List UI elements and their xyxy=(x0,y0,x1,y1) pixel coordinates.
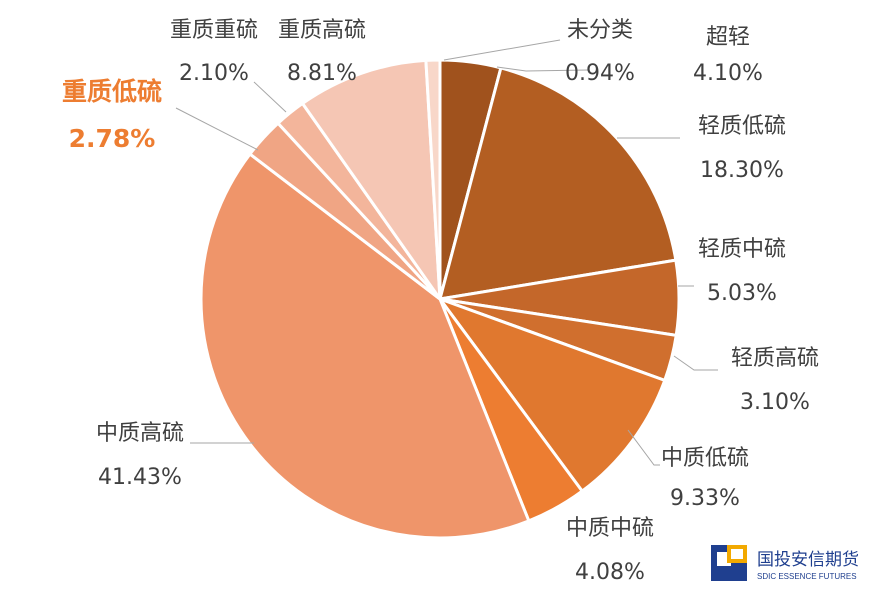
logo-name-cn: 国投安信期货 xyxy=(757,550,859,570)
leader-line xyxy=(627,429,660,466)
slice-category-label: 重质高硫 xyxy=(278,18,366,43)
slice-value-label: 41.43% xyxy=(98,465,182,490)
logo-mark-icon xyxy=(711,545,747,581)
leader-line xyxy=(253,81,287,113)
pie-slices xyxy=(199,58,681,540)
slice-value-label: 2.78% xyxy=(69,124,156,153)
leader-lines xyxy=(175,39,718,466)
slice-value-label: 4.08% xyxy=(575,560,645,585)
company-logo: 国投安信期货 SDIC ESSENCE FUTURES xyxy=(711,545,859,581)
pie-slice xyxy=(424,58,442,301)
leader-line xyxy=(496,66,589,72)
slice-labels: 超轻 4.10% 轻质低硫 18.30% 轻质中硫 5.03% 轻质高硫 3.10% 中质低硫 9… xyxy=(62,18,819,585)
slice-value-label: 18.30% xyxy=(700,158,784,183)
slice-category-label: 轻质高硫 xyxy=(731,346,819,371)
slice-value-label: 2.10% xyxy=(179,61,249,86)
slice-category-label: 中质中硫 xyxy=(566,516,654,541)
leader-line xyxy=(673,355,718,371)
slice-category-label: 重质重硫 xyxy=(170,18,258,43)
logo-name-en: SDIC ESSENCE FUTURES xyxy=(757,572,857,581)
pie-slice xyxy=(438,297,667,493)
slice-category-label: 中质低硫 xyxy=(661,446,749,471)
slice-value-label: 8.81% xyxy=(287,61,357,86)
leader-line xyxy=(443,39,561,61)
slice-category-label: 中质高硫 xyxy=(96,421,184,446)
pie-slice xyxy=(199,152,531,540)
pie-slice xyxy=(301,58,442,301)
slice-value-label: 3.10% xyxy=(740,390,810,415)
slice-category-label: 轻质低硫 xyxy=(698,114,786,139)
slice-category-label: 轻质中硫 xyxy=(698,237,786,262)
slice-value-label: 5.03% xyxy=(707,281,777,306)
slice-value-label: 0.94% xyxy=(565,61,635,86)
slice-category-label: 未分类 xyxy=(567,18,633,43)
leader-line xyxy=(175,107,259,151)
slice-value-label: 9.33% xyxy=(670,486,740,511)
pie-slice xyxy=(438,66,678,301)
slice-category-label: 超轻 xyxy=(706,25,750,50)
slice-category-label: 重质低硫 xyxy=(62,77,162,106)
slice-value-label: 4.10% xyxy=(693,61,763,86)
